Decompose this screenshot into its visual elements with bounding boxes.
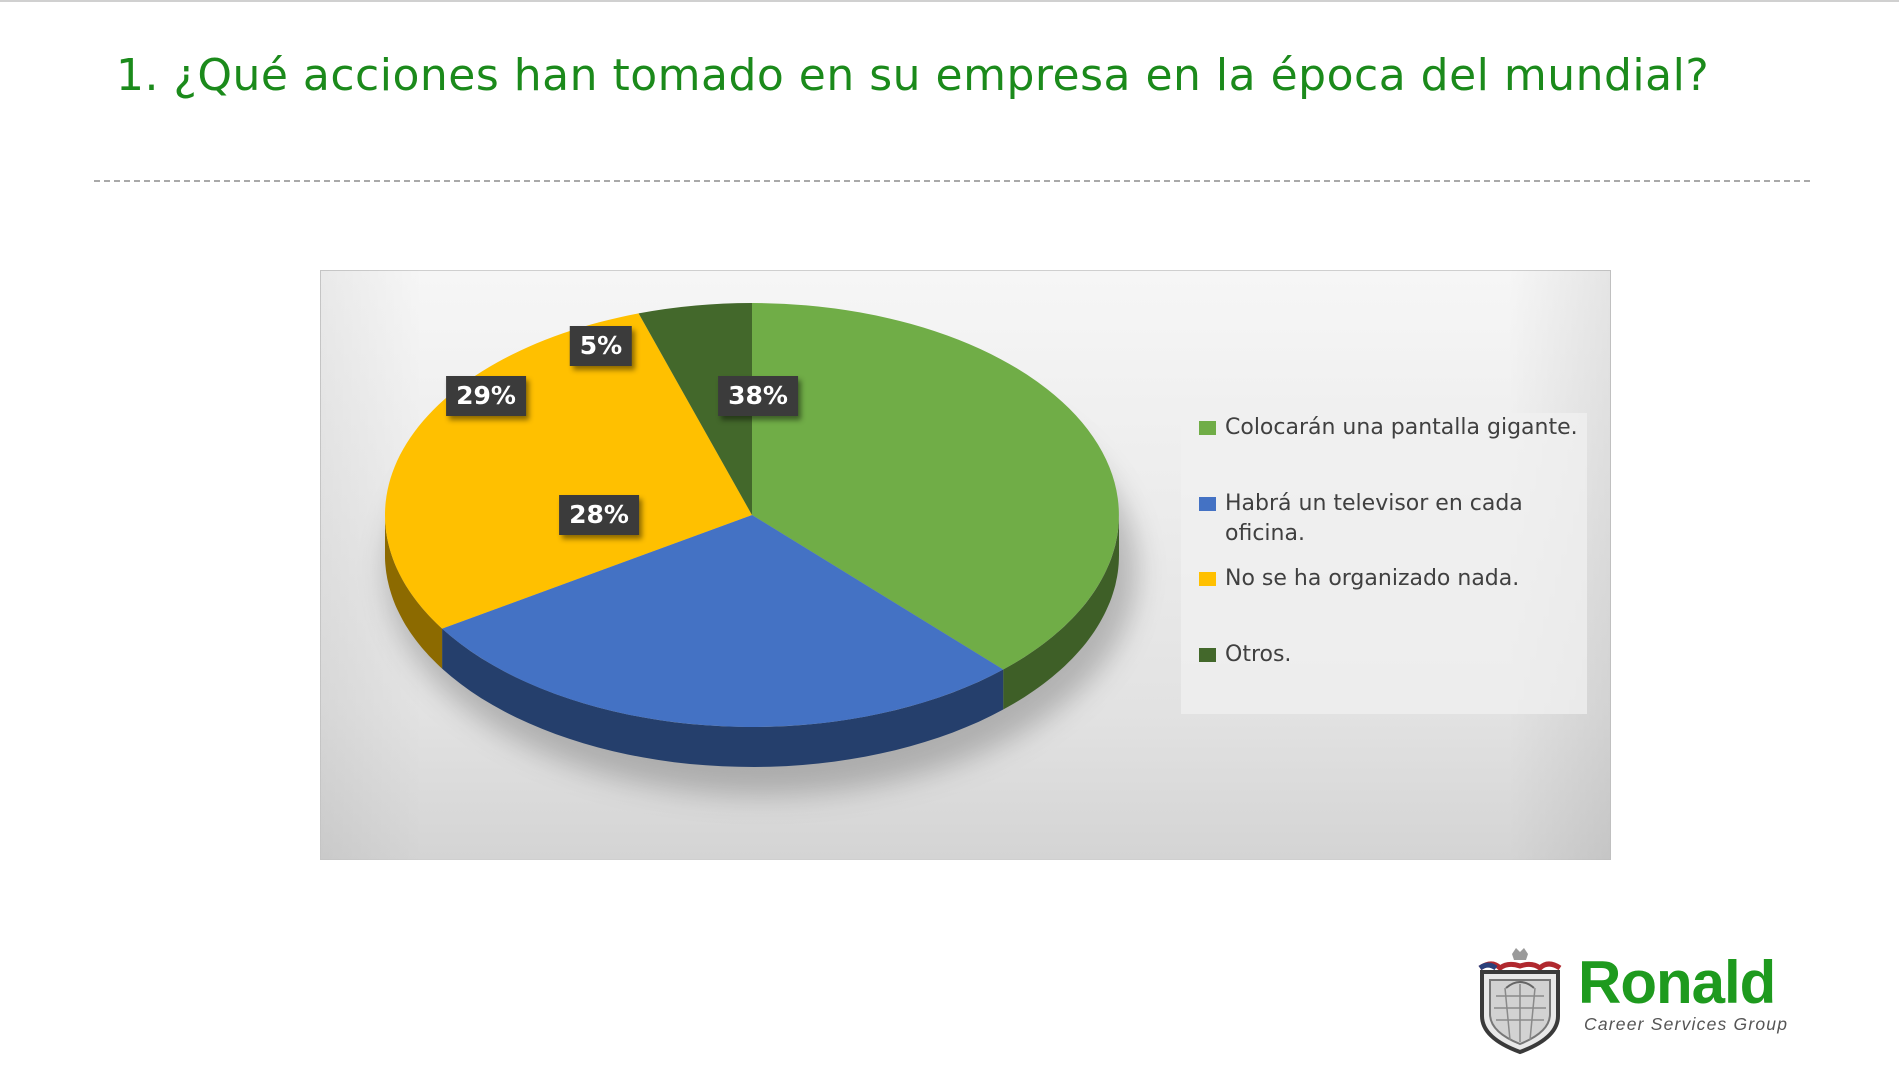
legend-swatch-dark-green [1199, 648, 1216, 662]
slice-otros [638, 303, 752, 515]
logo-name: Ronald [1578, 949, 1776, 1016]
slice-nada-organizado-side [385, 515, 443, 669]
data-label-otros: 5% [569, 326, 633, 366]
pie-sides [385, 515, 1119, 767]
slide-title: 1. ¿Qué acciones han tomado en su empres… [116, 50, 1710, 101]
chart-legend: Colocarán una pantalla gigante. Habrá un… [1181, 413, 1587, 714]
legend-item: No se ha organizado nada. [1199, 564, 1585, 594]
slice-pantalla-gigante [752, 303, 1119, 670]
pie-chart-plot [384, 303, 1137, 795]
slice-televisor-oficina [442, 515, 1004, 727]
pie-top-face [384, 303, 1119, 727]
data-label-pantalla-gigante: 38% [718, 376, 798, 416]
data-label-nada-organizado: 29% [446, 376, 526, 416]
slide-top-border [0, 0, 1899, 2]
legend-item: Colocarán una pantalla gigante. [1199, 413, 1585, 443]
slice-pantalla-gigante-side [1003, 515, 1119, 710]
crest-icon [1478, 948, 1562, 1055]
legend-label: Habrá un televisor en cada oficina. [1225, 491, 1523, 546]
title-divider [94, 180, 1810, 182]
logo-tagline: Career Services Group [1584, 1014, 1789, 1034]
pie-chart: 38% 28% 29% 5% Colocarán una pantalla gigan… [320, 270, 1611, 860]
legend-label: Otros. [1225, 642, 1292, 667]
legend-item: Habrá un televisor en cada oficina. [1199, 489, 1585, 549]
data-label-televisor-oficina: 28% [559, 495, 639, 535]
legend-swatch-yellow [1199, 572, 1216, 586]
legend-item: Otros. [1199, 640, 1585, 670]
slice-televisor-oficina-side [442, 628, 1004, 767]
legend-swatch-green [1199, 421, 1216, 435]
company-logo: Ronald Career Services Group [1470, 946, 1830, 1056]
legend-label: No se ha organizado nada. [1225, 566, 1520, 591]
legend-swatch-blue [1199, 497, 1216, 511]
legend-label: Colocarán una pantalla gigante. [1225, 415, 1578, 440]
